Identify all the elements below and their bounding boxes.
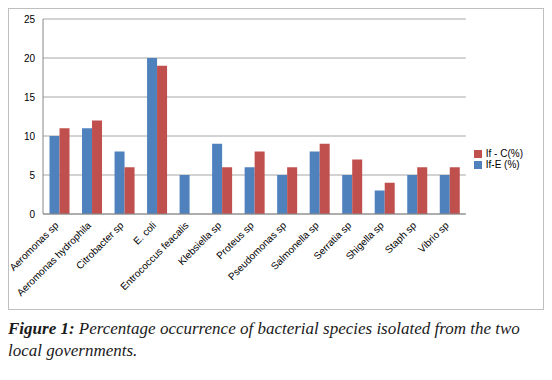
svg-text:Staph sp: Staph sp	[383, 219, 419, 255]
html-text:If - C(%): If - C(%)	[485, 148, 523, 159]
svg-text:Aeromonas hydrophila: Aeromonas hydrophila	[14, 219, 94, 299]
svg-text:25: 25	[24, 14, 36, 25]
svg-text:Entrococcus feacalis: Entrococcus feacalis	[118, 219, 191, 293]
svg-text:Proteus sp: Proteus sp	[214, 219, 256, 262]
svg-text:Klebsiella sp: Klebsiella sp	[176, 219, 224, 267]
html-text:Figure 1: Percentage occurrenc: Figure 1: Percentage occurrence of bacte…	[8, 319, 520, 360]
svg-text:10: 10	[24, 131, 36, 142]
svg-text:5: 5	[29, 170, 35, 181]
svg-text:Vibrio sp: Vibrio sp	[416, 219, 451, 254]
svg-text:Citrobacter sp: Citrobacter sp	[74, 219, 126, 271]
svg-text:Shigella sp: Shigella sp	[344, 219, 387, 262]
svg-text:15: 15	[24, 92, 36, 103]
svg-text:20: 20	[24, 53, 36, 64]
svg-text:Pseudomonas sp: Pseudomonas sp	[226, 219, 289, 282]
svg-text:Salmonella sp: Salmonella sp	[269, 219, 322, 272]
svg-text:Serratia sp: Serratia sp	[311, 219, 354, 262]
svg-text:E. coli: E. coli	[131, 220, 158, 247]
svg-text:0: 0	[29, 209, 35, 220]
html-text:If-E (%): If-E (%)	[485, 159, 520, 170]
